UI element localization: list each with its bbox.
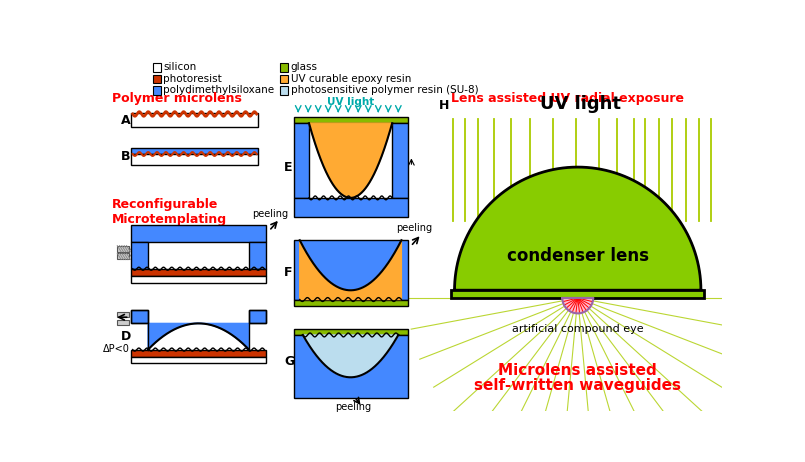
Bar bbox=[118, 253, 129, 260]
Text: F: F bbox=[284, 266, 293, 279]
Text: glass: glass bbox=[291, 62, 317, 73]
Text: H: H bbox=[440, 99, 449, 112]
Text: peeling: peeling bbox=[335, 402, 371, 413]
Bar bbox=[131, 225, 266, 242]
Bar bbox=[131, 154, 258, 165]
Bar bbox=[249, 310, 266, 323]
Text: self-written waveguides: self-written waveguides bbox=[474, 378, 681, 393]
Bar bbox=[131, 269, 266, 276]
Bar bbox=[280, 75, 288, 83]
Text: ΔP<0: ΔP<0 bbox=[103, 344, 130, 354]
Bar bbox=[131, 276, 266, 283]
Bar bbox=[294, 123, 309, 198]
Bar bbox=[153, 86, 161, 95]
Text: Lens assisted UV radial exposure: Lens assisted UV radial exposure bbox=[451, 91, 683, 104]
Bar bbox=[294, 198, 407, 217]
Bar bbox=[118, 320, 129, 325]
Text: A: A bbox=[121, 114, 130, 127]
Text: peeling: peeling bbox=[396, 223, 432, 233]
Bar bbox=[131, 310, 148, 323]
Bar bbox=[294, 240, 407, 299]
Text: silicon: silicon bbox=[163, 62, 196, 73]
Bar bbox=[294, 117, 407, 123]
Text: polydimethylsiloxane: polydimethylsiloxane bbox=[163, 85, 275, 96]
Bar bbox=[392, 123, 407, 198]
Bar bbox=[131, 242, 148, 269]
Text: photoresist: photoresist bbox=[163, 74, 222, 84]
Text: artificial compound eye: artificial compound eye bbox=[512, 324, 643, 334]
Polygon shape bbox=[148, 323, 249, 350]
Bar bbox=[249, 310, 266, 323]
Text: condenser lens: condenser lens bbox=[506, 247, 649, 265]
Bar bbox=[294, 335, 407, 398]
Text: photosensitive polymer resin (SU-8): photosensitive polymer resin (SU-8) bbox=[291, 85, 478, 96]
Text: E: E bbox=[284, 161, 293, 174]
Bar bbox=[131, 350, 266, 357]
Text: B: B bbox=[121, 150, 130, 163]
Bar bbox=[131, 357, 266, 364]
Text: C: C bbox=[121, 247, 130, 260]
Bar bbox=[294, 299, 407, 306]
Bar bbox=[153, 75, 161, 83]
Text: Microlens assisted: Microlens assisted bbox=[498, 363, 657, 378]
Text: Reconfigurable
Microtemplating: Reconfigurable Microtemplating bbox=[112, 198, 227, 226]
Bar bbox=[131, 113, 258, 127]
Bar bbox=[153, 63, 161, 72]
Bar bbox=[294, 329, 407, 335]
Bar bbox=[118, 246, 129, 252]
Text: UV curable epoxy resin: UV curable epoxy resin bbox=[291, 74, 411, 84]
Bar bbox=[249, 242, 266, 269]
Polygon shape bbox=[309, 123, 392, 198]
Bar bbox=[452, 290, 704, 298]
Text: peeling: peeling bbox=[252, 209, 288, 219]
Bar bbox=[280, 86, 288, 95]
Bar bbox=[118, 312, 129, 317]
Bar bbox=[131, 310, 148, 323]
Text: UV light: UV light bbox=[327, 97, 374, 107]
Bar bbox=[280, 63, 288, 72]
Text: Polymer microlens: Polymer microlens bbox=[112, 91, 242, 104]
Polygon shape bbox=[563, 298, 593, 313]
Polygon shape bbox=[455, 167, 701, 290]
Text: D: D bbox=[121, 330, 131, 343]
Polygon shape bbox=[299, 240, 402, 299]
Text: UV light: UV light bbox=[539, 95, 621, 113]
Polygon shape bbox=[303, 335, 398, 377]
Bar bbox=[131, 148, 258, 154]
Text: G: G bbox=[284, 355, 295, 368]
